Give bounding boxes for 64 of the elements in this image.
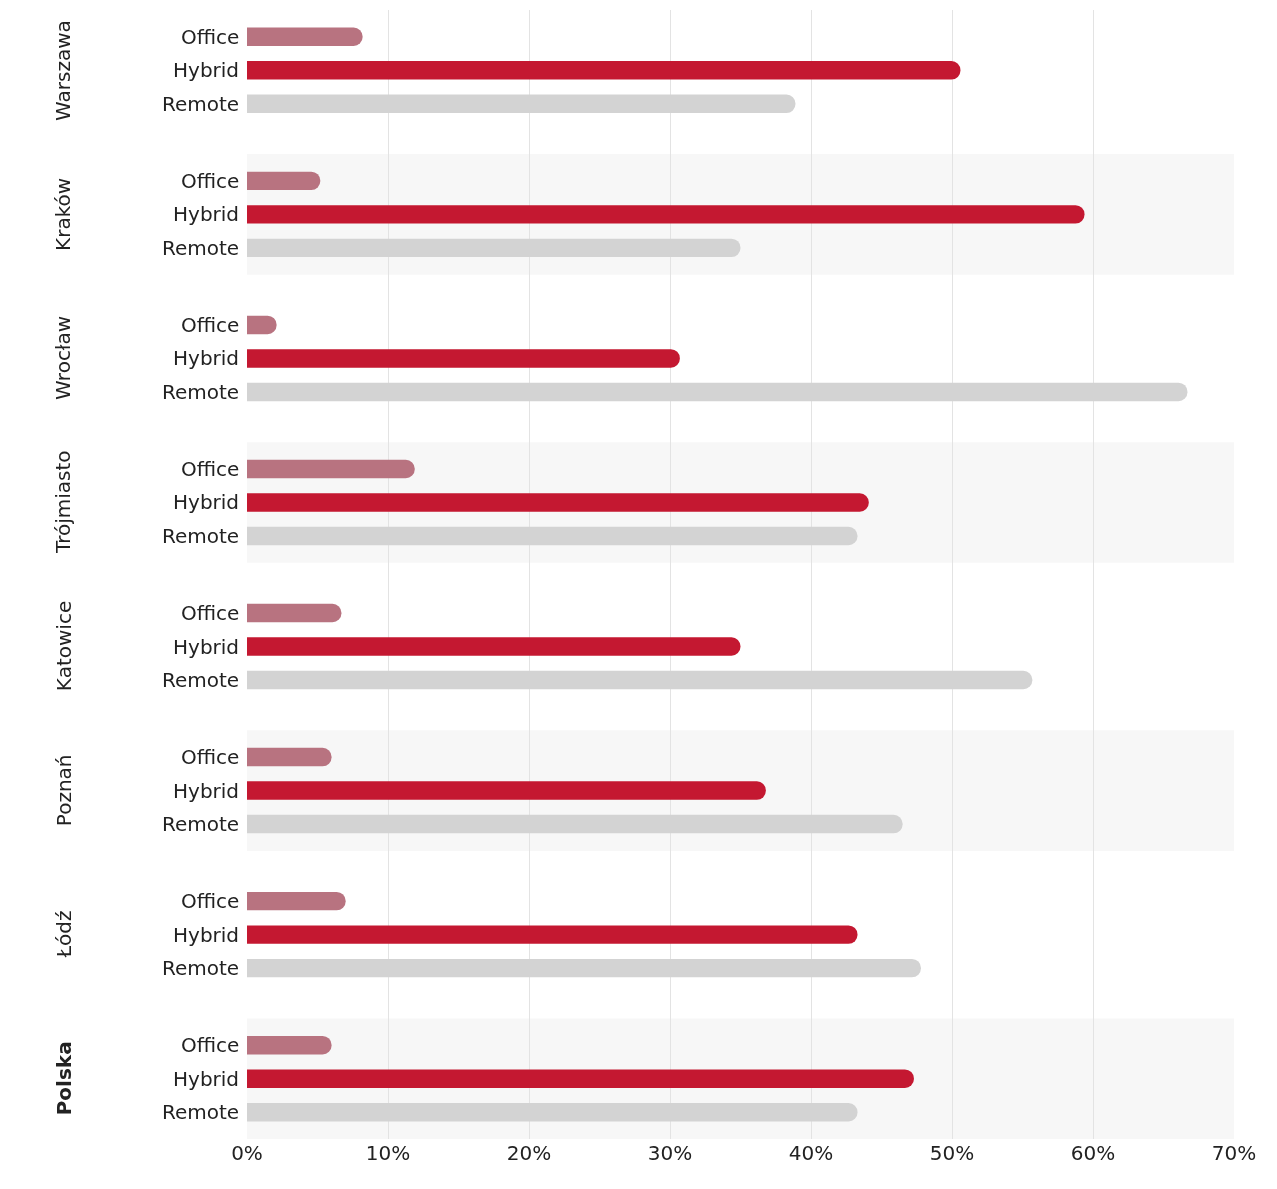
text: Hybrid: [173, 202, 240, 226]
text: Hybrid: [173, 490, 240, 514]
text: Remote: [162, 1100, 240, 1124]
y-tick-label: Warszawa: [51, 20, 76, 121]
y-tick-label: Wrocław: [51, 315, 76, 401]
bar: [247, 238, 741, 258]
bar: [247, 747, 332, 767]
bar: [247, 459, 415, 479]
series-label: Hybrid: [173, 58, 240, 82]
x-tick-label: 60%: [1070, 1141, 1116, 1165]
series-label: Remote: [162, 92, 240, 116]
text: Office: [181, 889, 240, 913]
text: Hybrid: [173, 923, 240, 947]
bar: [247, 814, 903, 834]
text: Hybrid: [173, 779, 240, 803]
x-tick-label: 20%: [506, 1141, 552, 1165]
y-tick-label: Trójmiasto: [51, 450, 76, 555]
bar: [247, 637, 741, 656]
text: Remote: [162, 524, 240, 548]
y-tick-label: Polska: [51, 1041, 76, 1116]
bar: [247, 603, 342, 623]
bar: [247, 315, 277, 335]
bar: [247, 27, 363, 47]
text: Office: [181, 745, 240, 769]
x-tick-label: 10%: [365, 1141, 411, 1165]
bar: [247, 171, 321, 191]
text: Office: [181, 457, 240, 481]
bar: [247, 349, 680, 368]
bar: [247, 1069, 914, 1088]
bar: [247, 781, 766, 800]
x-tick-label: 0%: [231, 1141, 263, 1165]
y-tick-label: Katowice: [52, 600, 77, 692]
bar: [247, 891, 346, 911]
text: Remote: [162, 668, 240, 692]
text: Hybrid: [173, 635, 240, 659]
bar: [247, 1102, 858, 1122]
x-tick-label: 50%: [929, 1141, 975, 1165]
y-tick-label: Kraków: [51, 177, 76, 251]
text: Office: [181, 601, 240, 625]
text: Remote: [162, 236, 240, 260]
bar: [247, 94, 796, 114]
text: Office: [181, 169, 240, 193]
x-tick-label: 30%: [647, 1141, 693, 1165]
text: Remote: [162, 380, 240, 404]
bar: [247, 925, 858, 944]
x-tick-label: 40%: [788, 1141, 834, 1165]
bar: [247, 61, 961, 80]
bar: [247, 1035, 332, 1055]
bar: [247, 382, 1188, 402]
text: Remote: [162, 956, 240, 980]
x-tick-label: 70%: [1211, 1141, 1257, 1165]
bar: [247, 205, 1085, 224]
text: Hybrid: [173, 1067, 240, 1091]
text: Office: [181, 1033, 240, 1057]
bar: [247, 493, 869, 512]
bar: [247, 958, 921, 978]
bar: [247, 526, 858, 546]
series-label: Office: [181, 25, 240, 49]
text: Hybrid: [173, 346, 240, 370]
bar: [247, 670, 1033, 690]
y-tick-label: Łódź: [51, 910, 76, 959]
text: Office: [181, 313, 240, 337]
text: Remote: [162, 812, 240, 836]
y-tick-label: Poznań: [52, 754, 77, 827]
